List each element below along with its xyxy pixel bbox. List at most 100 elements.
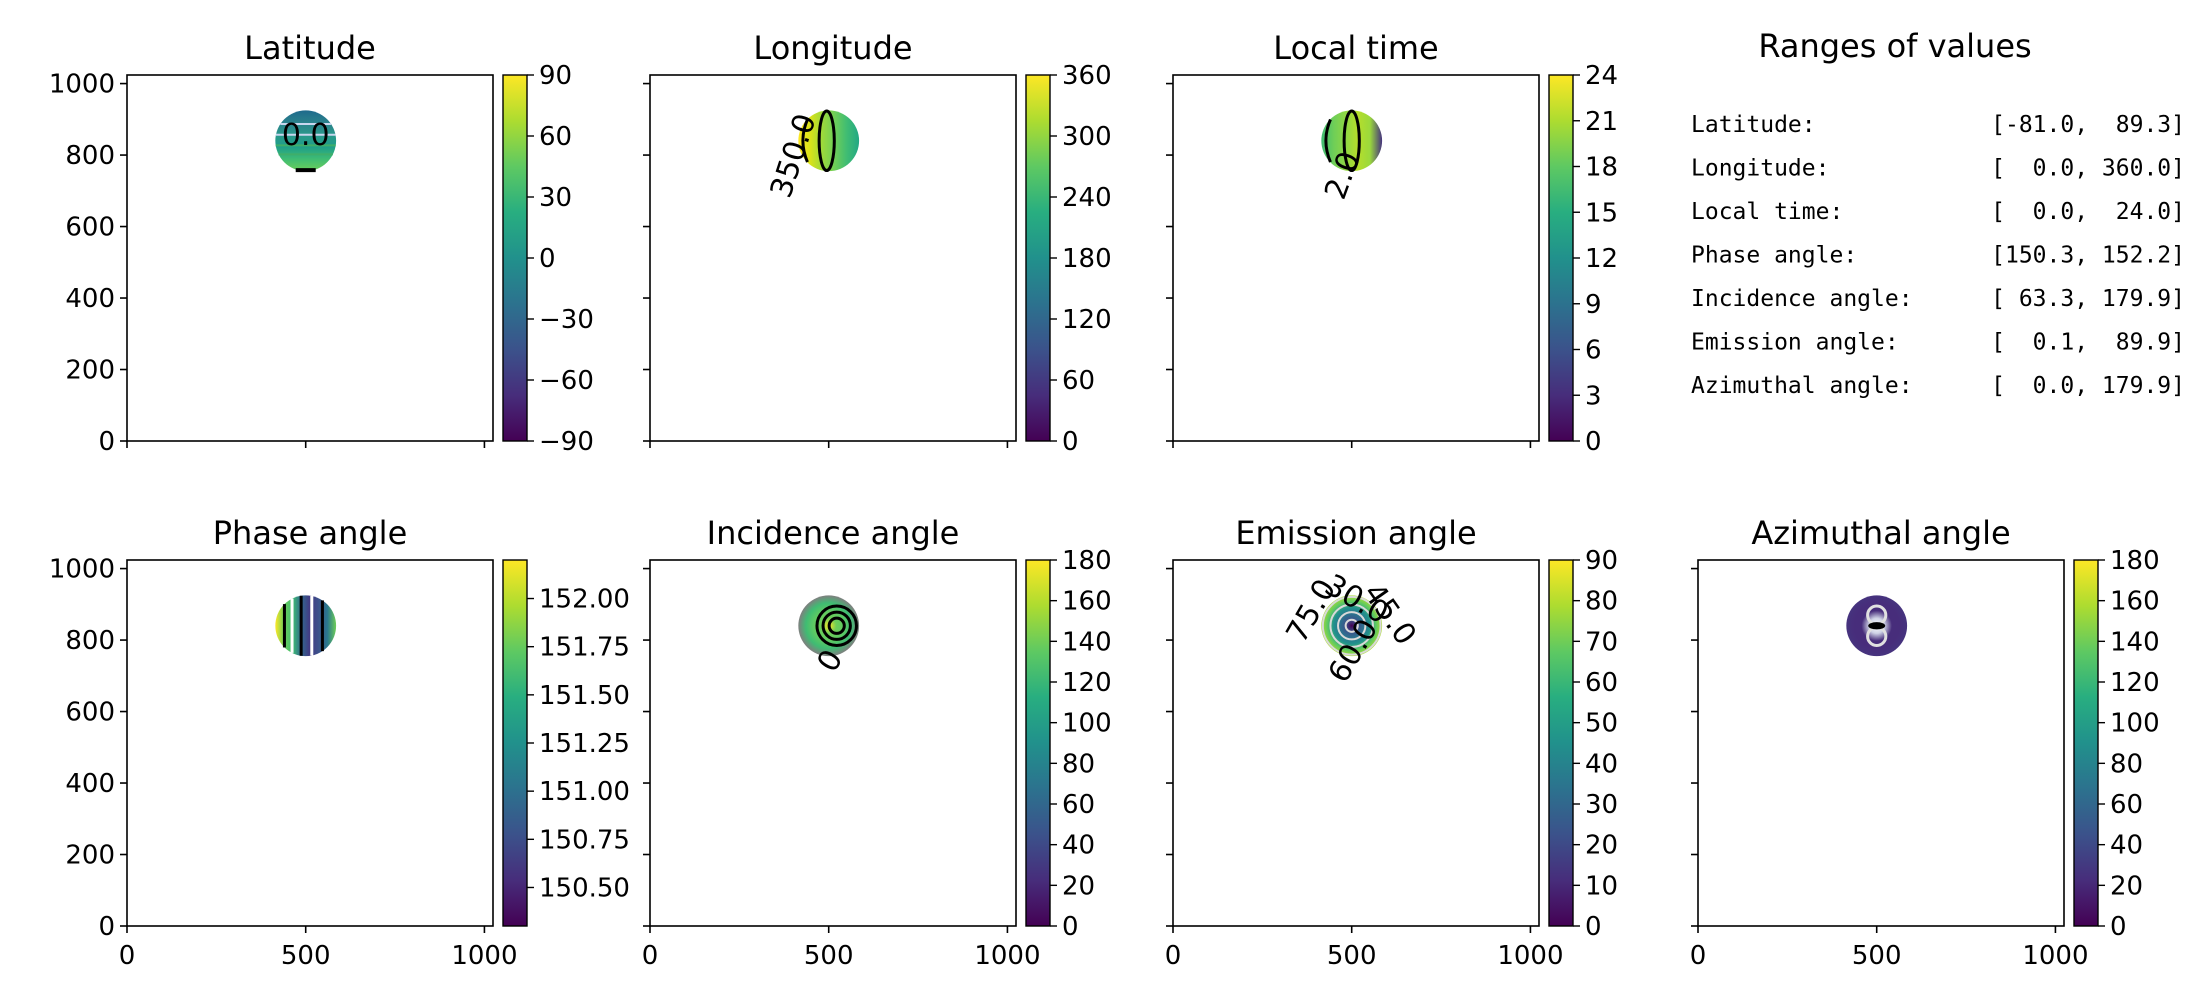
latitude-colorbar-tick-label: 60 <box>539 122 572 152</box>
phase-angle-xtick-label: 1000 <box>451 941 517 971</box>
emission-angle-xtick-label: 500 <box>1327 941 1377 971</box>
emission-angle-contour-line <box>1329 603 1374 649</box>
local-time-axes-frame <box>1172 74 1540 442</box>
phase-angle-colorbar-tick-label: 151.25 <box>539 729 630 759</box>
local-time-colorbar-tick-label: 3 <box>1585 381 1602 411</box>
azimuthal-angle-panel: Azimuthal angle 0 500 1000 180 160 140 120 100 80… <box>1690 514 2160 971</box>
longitude-contours <box>801 109 836 173</box>
latitude-colorbar-tick-label: 30 <box>539 183 572 213</box>
incidence-angle-colorbar-tick-label: 100 <box>1062 709 1112 739</box>
phase-angle-colorbar-tick-label: 151.75 <box>539 633 630 663</box>
emission-angle-colorbar-tick-label: 80 <box>1585 587 1618 617</box>
incidence-angle-colorbar-tick-label: 20 <box>1062 871 1095 901</box>
incidence-angle-contour-line <box>821 610 852 641</box>
range-row-value: [ 0.0, 179.9] <box>1991 373 2185 399</box>
incidence-angle-axes-frame <box>649 559 1017 927</box>
azimuthal-angle-colorbar-tick-label: 180 <box>2110 546 2160 576</box>
incidence-angle-xtick-label: 500 <box>804 941 854 971</box>
incidence-angle-contour-line <box>815 604 858 648</box>
latitude-ytick-label: 200 <box>65 356 115 386</box>
range-row-label: Incidence angle: <box>1691 286 1913 312</box>
latitude-colorbar-tick-label: 90 <box>539 61 572 91</box>
azimuthal-angle-xtick-label: 1000 <box>2022 941 2088 971</box>
incidence-angle-colorbar-tick-label: 120 <box>1062 668 1112 698</box>
local-time-contour-line <box>1324 118 1332 163</box>
range-row-value: [ 0.0, 24.0] <box>1991 199 2185 225</box>
azimuthal-angle-colorbar-tick-label: 40 <box>2110 831 2143 861</box>
emission-angle-xtick-label: 1000 <box>1497 941 1563 971</box>
local-time-colorbar-tick-label: 24 <box>1585 61 1618 91</box>
azimuthal-angle-contours <box>1866 604 1888 648</box>
emission-angle-colorbar-tick-label: 20 <box>1585 831 1618 861</box>
incidence-angle-colorbar-tick-label: 40 <box>1062 831 1095 861</box>
incidence-angle-colorbar-tick-label: 60 <box>1062 790 1095 820</box>
emission-angle-colorbar-tick-label: 0 <box>1585 912 1602 942</box>
longitude-colorbar <box>1025 74 1051 442</box>
emission-angle-colorbar-tick-label: 10 <box>1585 871 1618 901</box>
local-time-title: Local time <box>1273 29 1438 67</box>
emission-angle-axes-frame <box>1172 559 1540 927</box>
emission-angle-colorbar-tick-label: 90 <box>1585 546 1618 576</box>
phase-angle-ytick-label: 600 <box>65 698 115 728</box>
latitude-colorbar-tick-label: −90 <box>539 427 594 457</box>
incidence-angle-contours <box>815 604 858 648</box>
longitude-contour-line <box>801 118 809 163</box>
emission-angle-contours <box>1321 595 1382 656</box>
ranges-of-values-panel: Ranges of values Latitude: [-81.0, 89.3] Lo… <box>1691 27 2185 399</box>
azimuthal-angle-axes-frame <box>1697 559 2065 927</box>
local-time-disk <box>1321 110 1383 172</box>
incidence-angle-colorbar-tick-label: 80 <box>1062 749 1095 779</box>
local-time-colorbar <box>1548 74 1574 442</box>
local-time-colorbar-tick-label: 18 <box>1585 153 1618 183</box>
azimuthal-angle-colorbar-tick-label: 100 <box>2110 709 2160 739</box>
phase-angle-xtick-label: 500 <box>281 941 331 971</box>
local-time-contours <box>1324 109 1361 173</box>
range-row-value: [ 0.1, 89.9] <box>1991 330 2185 356</box>
longitude-disk <box>798 110 860 172</box>
phase-angle-ytick-label: 800 <box>65 626 115 656</box>
latitude-colorbar-tick-label: −30 <box>539 305 594 335</box>
phase-angle-ytick-label: 1000 <box>49 555 115 585</box>
longitude-axes-frame <box>649 74 1017 442</box>
range-row-label: Longitude: <box>1691 156 1829 182</box>
ranges-title: Ranges of values <box>1758 27 2031 65</box>
range-row-value: [-81.0, 89.3] <box>1991 112 2185 138</box>
range-row-label: Local time: <box>1691 199 1843 225</box>
local-time-contour-line <box>1342 109 1361 173</box>
emission-angle-colorbar-tick-label: 70 <box>1585 627 1618 657</box>
latitude-panel: Latitude 0.0 0 200 400 600 800 1000 90 60 30 0 −30 −6… <box>49 29 594 457</box>
azimuthal-angle-colorbar-tick-label: 140 <box>2110 627 2160 657</box>
range-row-value: [150.3, 152.2] <box>1991 243 2185 269</box>
azimuthal-angle-colorbar-tick-label: 0 <box>2110 912 2127 942</box>
longitude-colorbar-tick-label: 0 <box>1062 427 1079 457</box>
incidence-angle-xtick-label: 1000 <box>974 941 1040 971</box>
emission-angle-title: Emission angle <box>1235 514 1476 552</box>
local-time-colorbar-tick-label: 12 <box>1585 244 1618 274</box>
latitude-disk <box>275 110 337 172</box>
phase-angle-colorbar-tick-label: 151.00 <box>539 777 630 807</box>
phase-angle-xtick-label: 0 <box>119 941 136 971</box>
latitude-colorbar-tick-label: 0 <box>539 244 556 274</box>
azimuthal-angle-colorbar-tick-label: 160 <box>2110 587 2160 617</box>
latitude-ytick-label: 1000 <box>49 70 115 100</box>
phase-angle-colorbar-tick-label: 150.75 <box>539 825 630 855</box>
emission-angle-contour-line <box>1344 618 1359 633</box>
latitude-ytick-label: 800 <box>65 141 115 171</box>
phase-angle-panel: Phase angle 0 200 400 600 800 1000 0 500 1000 152.… <box>49 514 630 971</box>
longitude-colorbar-tick-label: 360 <box>1062 61 1112 91</box>
azimuthal-angle-colorbar-tick-label: 120 <box>2110 668 2160 698</box>
azimuthal-angle-xtick-label: 500 <box>1852 941 1902 971</box>
local-time-colorbar-tick-label: 21 <box>1585 107 1618 137</box>
phase-angle-colorbar-tick-label: 151.50 <box>539 681 630 711</box>
range-row-label: Azimuthal angle: <box>1691 373 1913 399</box>
azimuthal-angle-colorbar <box>2073 559 2099 927</box>
phase-angle-disk <box>275 595 337 657</box>
range-row-value: [ 0.0, 360.0] <box>1991 156 2185 182</box>
phase-angle-colorbar-tick-label: 152.00 <box>539 585 630 615</box>
emission-angle-contour-line <box>1321 595 1382 656</box>
incidence-angle-colorbar <box>1025 559 1051 927</box>
